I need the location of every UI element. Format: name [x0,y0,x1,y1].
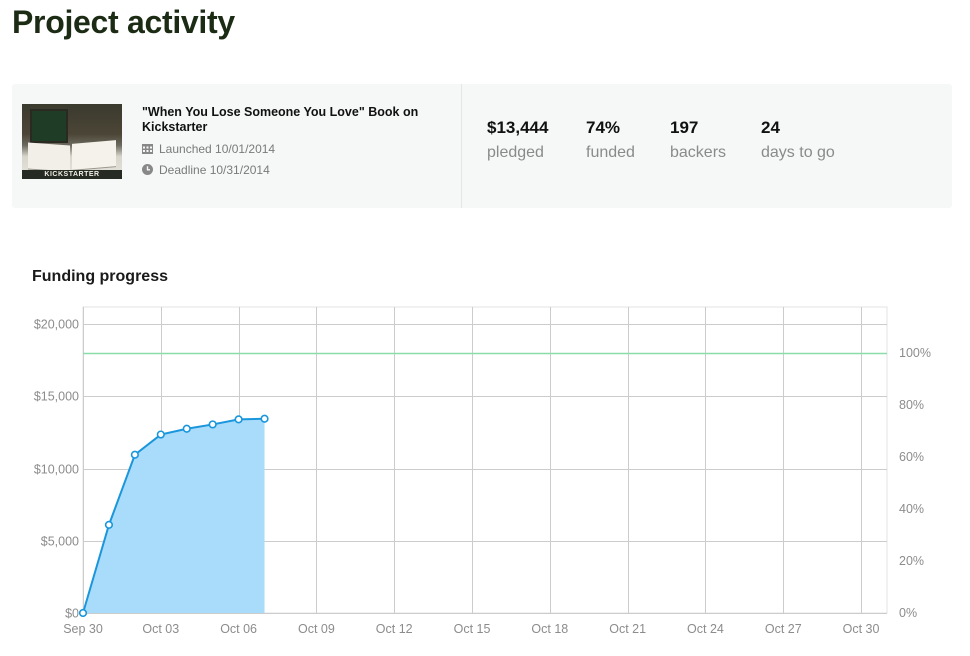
data-point [104,520,114,529]
stat-pledged-value: $13,444 [487,118,549,137]
y-right-tick-label: 20% [899,554,924,568]
y-left-tick-label: $20,000 [34,318,79,332]
funding-line [82,417,265,614]
data-point [260,414,269,423]
x-tick-label: Oct 18 [531,622,568,636]
x-tick-label: Oct 27 [765,622,802,636]
y-right-tick-label: 40% [899,502,924,516]
funding-progress-chart: $0 $5,000 $10,000 $15,000 $20,000 0% 20% 40% 60%… [34,306,931,636]
stat-days-label: days to go [761,144,835,161]
x-tick-label: Oct 21 [609,622,646,636]
stat-days-value: 24 [761,118,780,137]
thumbnail-kickstarter-badge: KICKSTARTER [22,170,122,179]
stat-backers-label: backers [670,144,727,161]
data-point [208,420,217,429]
y-left-tick-label: $0 [65,607,79,621]
stat-funded: 74% funded [586,118,635,162]
y-left-tick-label: $15,000 [34,390,79,404]
x-tick-label: Oct 09 [298,622,335,636]
data-point [156,430,165,439]
card-divider [461,84,462,208]
data-point [182,424,191,433]
x-tick-label: Oct 15 [454,622,491,636]
launched-row: Launched 10/01/2014 [142,142,447,156]
y-right-tick-label: 100% [899,346,931,360]
stat-days-to-go: 24 days to go [761,118,835,162]
stat-backers: 197 backers [670,118,726,162]
deadline-row: Deadline 10/31/2014 [142,163,447,177]
stat-backers-value: 197 [670,118,699,137]
x-tick-label: Oct 03 [142,622,179,636]
x-tick-label: Oct 24 [687,622,724,636]
y-left-tick-label: $10,000 [34,463,79,477]
chart-title: Funding progress [32,268,168,285]
data-point [78,608,88,618]
y-left-tick-label: $5,000 [41,535,79,549]
x-tick-label: Oct 30 [843,622,880,636]
data-point [234,415,243,424]
project-info: "When You Lose Someone You Love" Book on… [142,105,447,177]
project-thumbnail[interactable]: KICKSTARTER [22,104,122,179]
x-tick-label: Oct 12 [376,622,413,636]
page-title: Project activity [12,4,235,40]
clock-icon [142,164,153,175]
project-summary-card: KICKSTARTER "When You Lose Someone You L… [12,84,952,208]
y-right-tick-label: 60% [899,450,924,464]
stat-pledged: $13,444 pledged [487,118,548,162]
deadline-date: Deadline 10/31/2014 [159,163,270,177]
project-name-link[interactable]: "When You Lose Someone You Love" Book on… [142,105,419,134]
calendar-icon [142,144,153,154]
data-point [130,450,139,459]
launched-date: Launched 10/01/2014 [159,142,276,156]
stat-pledged-label: pledged [487,144,544,161]
stat-funded-label: funded [586,144,635,161]
y-right-tick-label: 0% [899,606,917,620]
stat-funded-value: 74% [586,118,621,137]
x-tick-label: Oct 06 [220,622,257,636]
funding-area [83,418,265,613]
x-tick-label: Sep 30 [63,622,103,636]
y-right-tick-label: 80% [899,398,924,412]
